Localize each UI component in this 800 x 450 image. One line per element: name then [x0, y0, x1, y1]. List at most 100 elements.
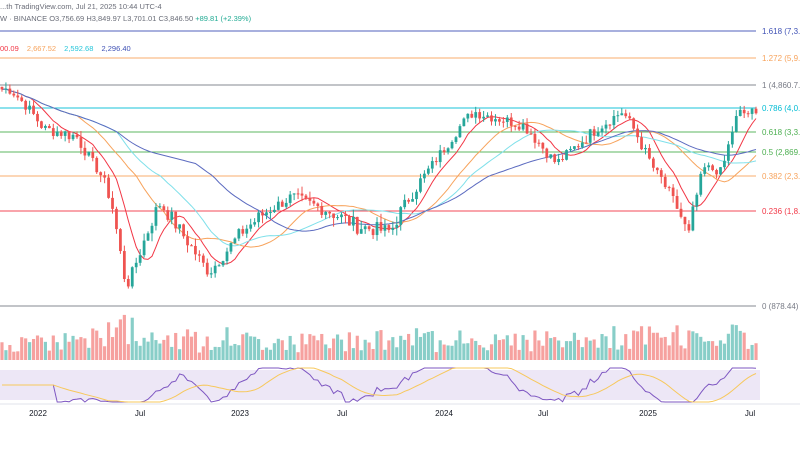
x-tick-label: Jul: [337, 409, 347, 418]
candle-body: [576, 146, 580, 148]
volume-bar: [707, 341, 711, 360]
candle-body: [261, 212, 264, 216]
high-value: H3,849.97: [86, 14, 121, 23]
candle-body: [549, 154, 553, 158]
volume-bar: [276, 338, 280, 360]
candle-body: [588, 129, 592, 143]
volume-bar: [478, 345, 482, 360]
ma-value-3: 2,592.68: [64, 44, 94, 53]
ma-long-line: [1, 88, 757, 232]
volume-bar: [4, 350, 8, 360]
fib-label-1.272: 1.272 (5,9...: [762, 54, 800, 63]
candle-body: [83, 147, 87, 156]
candle-body: [379, 222, 383, 231]
candle-body: [115, 208, 118, 230]
volume-bar: [260, 349, 265, 360]
ma-value-4: 2,296.40: [101, 44, 131, 53]
candle-body: [675, 196, 679, 209]
candle-body: [537, 142, 541, 144]
volume-bar: [359, 350, 363, 360]
candle-body: [332, 213, 335, 218]
volume-bar: [426, 331, 430, 360]
volume-bar: [20, 337, 24, 360]
candle-body: [545, 148, 549, 158]
volume-bar: [636, 331, 640, 360]
candle-body: [55, 131, 59, 136]
candle-body: [442, 150, 446, 153]
volume-bar: [683, 348, 687, 360]
volume-bar: [257, 339, 261, 360]
candle-body: [430, 161, 434, 169]
volume-bar: [533, 330, 537, 360]
volume-bar: [466, 343, 470, 360]
volume-bar: [245, 332, 249, 360]
candle-body: [727, 144, 730, 161]
candle-body: [466, 113, 470, 119]
candle-body: [750, 108, 754, 114]
volume-bar: [122, 314, 126, 360]
volume-bar: [328, 348, 332, 360]
volume-bar: [422, 333, 426, 360]
volume-bar: [339, 339, 344, 360]
volume-bar: [110, 337, 115, 360]
volume-bar: [718, 340, 723, 360]
volume-bar: [568, 341, 573, 360]
volume-bar: [446, 345, 450, 360]
volume-bar: [375, 331, 379, 360]
volume-bar: [35, 335, 40, 360]
candle-body: [644, 147, 647, 150]
volume-bar: [99, 337, 103, 360]
volume-bar: [284, 349, 288, 360]
candle-body: [553, 154, 557, 163]
volume-bar: [545, 331, 549, 360]
x-tick-label: 2024: [435, 409, 453, 418]
volume-bar: [711, 341, 715, 360]
candle-body: [51, 128, 55, 136]
volume-bar: [67, 341, 71, 360]
candle-body: [679, 208, 683, 217]
candle-body: [426, 168, 430, 174]
volume-bar: [332, 338, 336, 360]
candle-body: [304, 195, 308, 198]
volume-bar: [509, 345, 513, 360]
volume-bar: [126, 344, 130, 360]
candle-body: [529, 133, 533, 135]
candle-body: [691, 206, 695, 231]
volume-bar: [154, 340, 158, 360]
volume-bar: [418, 336, 423, 360]
volume-bar: [355, 335, 359, 360]
candle-body: [482, 116, 486, 119]
candle-body: [703, 167, 707, 174]
volume-bar: [367, 342, 371, 360]
candle-body: [624, 113, 628, 117]
volume-bar: [584, 337, 588, 360]
volume-bar: [379, 330, 383, 360]
candle-body: [276, 201, 280, 210]
volume-bar: [580, 347, 584, 360]
candle-body: [671, 187, 675, 197]
source-line: ...th TradingView.com, Jul 21, 2025 10:4…: [0, 2, 162, 11]
candle-body: [407, 199, 410, 202]
ma-fast-line: [1, 88, 757, 265]
candle-body: [225, 251, 229, 262]
candle-body: [683, 216, 687, 225]
candle-body: [229, 243, 233, 252]
volume-bar: [639, 326, 644, 360]
volume-bar: [213, 346, 217, 360]
volume-bar: [28, 342, 32, 360]
volume-bar: [181, 336, 186, 360]
volume-bar: [130, 317, 134, 360]
candle-body: [616, 115, 620, 117]
volume-bar: [280, 340, 284, 360]
candle-body: [359, 229, 363, 234]
candle-body: [687, 224, 691, 231]
candle-body: [612, 116, 616, 126]
volume-bar: [742, 332, 746, 360]
candle-body: [142, 240, 146, 256]
volume-bar: [178, 349, 182, 360]
volume-bar: [142, 337, 146, 360]
candle-body: [312, 200, 316, 204]
volume-bar: [403, 339, 407, 360]
volume-bar: [114, 327, 119, 360]
